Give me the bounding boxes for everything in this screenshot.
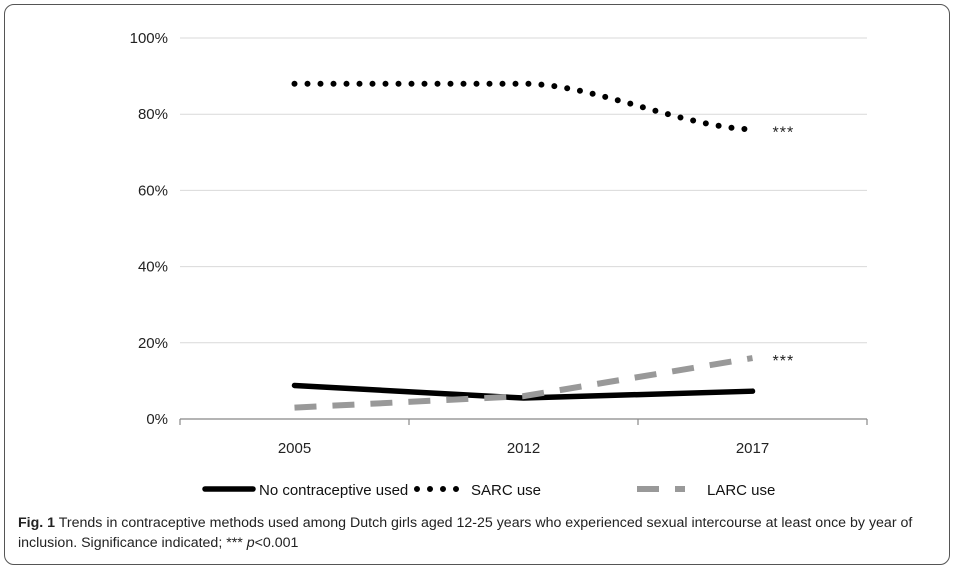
significance-marker: *** <box>773 124 795 141</box>
significance-markers: *** *** <box>773 124 795 370</box>
y-tick-label: 80% <box>138 106 168 123</box>
legend-label: No contraceptive used <box>259 482 408 499</box>
legend: No contraceptive used SARC use LARC use <box>202 482 775 499</box>
y-tick-label: 0% <box>146 411 168 428</box>
caption-p-symbol: p <box>246 535 255 551</box>
gridlines <box>180 37 867 344</box>
x-tick-label: 2012 <box>507 440 540 457</box>
caption-text: Trends in contraceptive methods used amo… <box>18 515 913 551</box>
line-chart: 0% 20% 40% 60% 80% 100% 2005 2012 2017 *** *** N… <box>130 30 868 499</box>
legend-label: LARC use <box>707 482 775 499</box>
x-tick-label: 2017 <box>736 440 769 457</box>
caption-p-value: <0.001 <box>254 535 299 551</box>
figure-caption: Fig. 1 Trends in contraceptive methods u… <box>18 513 943 553</box>
y-tick-label: 100% <box>130 30 168 47</box>
y-tick-label: 20% <box>138 335 168 352</box>
caption-label: Fig. 1 <box>18 515 56 531</box>
legend-label: SARC use <box>471 482 541 499</box>
series-line-3 <box>294 355 753 411</box>
significance-marker: *** <box>773 353 795 370</box>
x-axis: 2005 2012 2017 <box>179 418 868 457</box>
x-tick-label: 2005 <box>278 440 311 457</box>
y-axis-ticks: 0% 20% 40% 60% 80% 100% <box>130 30 168 428</box>
y-tick-label: 60% <box>138 182 168 199</box>
figure-frame <box>4 4 950 565</box>
series-lines <box>291 80 756 411</box>
y-tick-label: 40% <box>138 259 168 276</box>
series-line-2 <box>291 80 756 133</box>
